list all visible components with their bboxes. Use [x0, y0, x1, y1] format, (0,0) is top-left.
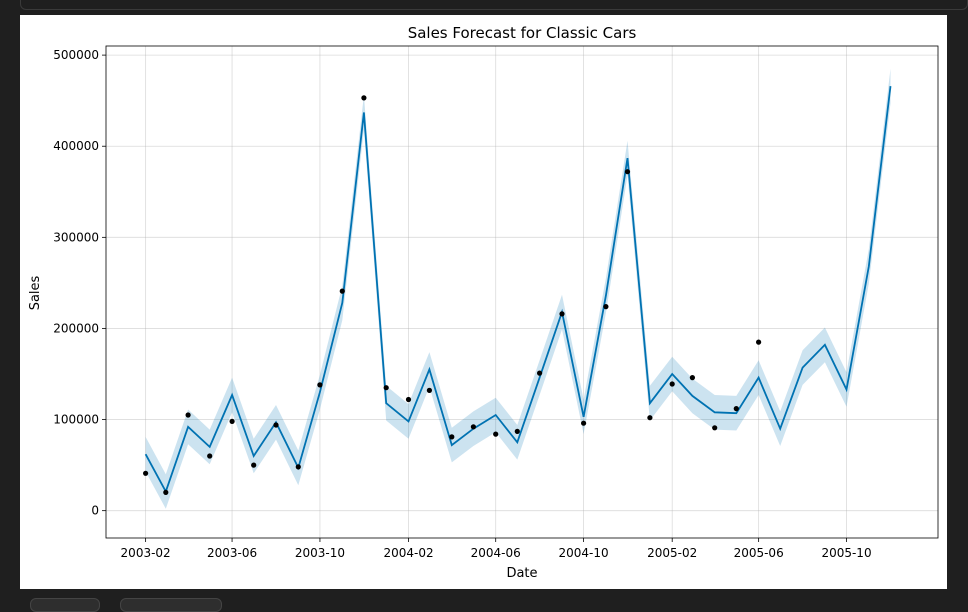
observed-point — [624, 169, 631, 175]
observed-point — [185, 412, 191, 418]
forecast-line-layer — [144, 85, 892, 494]
observed-point — [559, 311, 565, 317]
observed-point — [405, 396, 412, 403]
y-tick-label: 100000 — [53, 413, 99, 427]
plot-frame — [105, 45, 939, 539]
observed-point — [273, 422, 279, 428]
observed-point — [383, 385, 389, 391]
observed-point — [647, 415, 653, 421]
y-tick-label: 0 — [91, 504, 99, 518]
x-tick-label: 2004-10 — [559, 546, 609, 560]
window-top-strip — [20, 0, 968, 10]
uncertainty-band-layer — [145, 68, 891, 509]
chart-title: Sales Forecast for Classic Cars — [408, 24, 637, 42]
observed-point — [581, 420, 587, 426]
observed-point — [426, 387, 432, 393]
observed-point — [207, 453, 213, 459]
observed-points-layer — [143, 95, 762, 495]
x-tick-label: 2005-02 — [647, 546, 697, 560]
observed-point — [449, 434, 455, 440]
figure-background — [20, 15, 947, 589]
x-tick-label: 2004-06 — [471, 546, 521, 560]
grid-lines — [106, 46, 938, 538]
observed-point — [689, 375, 696, 381]
x-tick-label: 2003-02 — [121, 546, 171, 560]
y-axis-ticks: 0 100000 200000 300000 400000 500000 — [53, 48, 106, 518]
bottom-toolbar-pill[interactable] — [30, 598, 100, 612]
observed-point — [295, 464, 301, 470]
observed-point — [317, 382, 323, 388]
y-axis-label: Sales — [28, 275, 43, 310]
forecast-chart: Sales Forecast for Classic Cars 2003-02 2… — [20, 15, 947, 589]
observed-point — [493, 431, 499, 437]
x-tick-label: 2004-02 — [383, 546, 433, 560]
observed-point — [733, 406, 739, 412]
forecast-line — [144, 85, 892, 494]
bottom-toolbar-pill[interactable] — [120, 598, 222, 612]
observed-point — [514, 428, 520, 434]
observed-point — [229, 418, 235, 424]
y-tick-label: 300000 — [53, 230, 99, 244]
observed-point — [251, 462, 257, 468]
observed-point — [603, 304, 609, 310]
x-tick-label: 2005-10 — [821, 546, 871, 560]
y-tick-label: 400000 — [53, 139, 99, 153]
observed-point — [712, 425, 718, 431]
observed-point — [163, 489, 169, 495]
x-tick-label: 2003-10 — [295, 546, 345, 560]
y-tick-label: 500000 — [53, 48, 99, 62]
observed-point — [756, 339, 762, 345]
x-tick-label: 2003-06 — [207, 546, 257, 560]
observed-point — [361, 95, 367, 101]
uncertainty-band — [145, 68, 891, 509]
observed-point — [143, 470, 149, 476]
x-tick-label: 2005-06 — [734, 546, 784, 560]
observed-point — [470, 424, 476, 430]
y-tick-label: 200000 — [53, 321, 99, 335]
x-axis-ticks: 2003-02 2003-06 2003-10 2004-02 2004-06 2004-… — [121, 538, 872, 560]
observed-point — [669, 381, 675, 387]
x-axis-label: Date — [506, 566, 537, 581]
observed-point — [537, 370, 543, 376]
chart-figure: Sales Forecast for Classic Cars 2003-02 2… — [20, 15, 947, 589]
observed-point — [339, 288, 345, 294]
